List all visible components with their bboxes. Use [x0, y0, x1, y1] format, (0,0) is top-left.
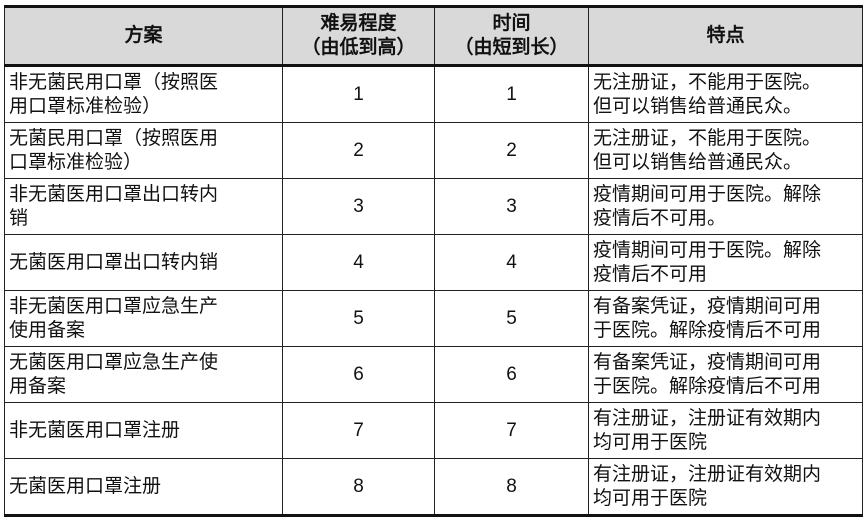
cell-difficulty: 2: [282, 122, 435, 179]
cell-time: 8: [434, 458, 589, 516]
cell-plan: 无菌医用口罩应急生产使 用备案: [4, 346, 283, 403]
table-row: 无菌医用口罩出口转内销 4 4 疫情期间可用于医院。解除 疫情后不可用: [4, 234, 863, 291]
cell-difficulty: 7: [282, 402, 435, 459]
cell-plan: 非无菌医用口罩注册: [4, 402, 283, 459]
cell-difficulty: 8: [282, 458, 435, 516]
header-plan: 方案: [4, 6, 283, 67]
cell-time: 6: [434, 346, 589, 403]
cell-difficulty: 5: [282, 290, 435, 347]
mask-plan-table: 方案 难易程度 （由低到高） 时间 （由短到长） 特点 非无菌民用口罩（按照医 …: [4, 5, 863, 517]
cell-plan: 非无菌医用口罩应急生产 使用备案: [4, 290, 283, 347]
cell-difficulty: 6: [282, 346, 435, 403]
table-row: 无菌医用口罩注册 8 8 有注册证，注册证有效期内 均可用于医院: [4, 458, 863, 516]
cell-time: 5: [434, 290, 589, 347]
cell-difficulty: 3: [282, 178, 435, 235]
cell-time: 3: [434, 178, 589, 235]
cell-feature: 有注册证，注册证有效期内 均可用于医院: [588, 402, 863, 459]
cell-time: 4: [434, 234, 589, 291]
header-difficulty: 难易程度 （由低到高）: [282, 6, 435, 67]
cell-time: 1: [434, 65, 589, 123]
cell-feature: 有备案凭证，疫情期间可用 于医院。解除疫情后不可用: [588, 346, 863, 403]
table-row: 无菌医用口罩应急生产使 用备案 6 6 有备案凭证，疫情期间可用 于医院。解除疫情后不…: [4, 346, 863, 403]
cell-feature: 疫情期间可用于医院。解除 疫情后不可用: [588, 234, 863, 291]
header-row: 方案 难易程度 （由低到高） 时间 （由短到长） 特点: [4, 6, 863, 67]
cell-feature: 无注册证，不能用于医院。 但可以销售给普通民众。: [588, 122, 863, 179]
cell-difficulty: 1: [282, 65, 435, 123]
table-row: 非无菌医用口罩出口转内 销 3 3 疫情期间可用于医院。解除 疫情后不可用。: [4, 178, 863, 235]
cell-time: 2: [434, 122, 589, 179]
cell-feature: 有备案凭证，疫情期间可用 于医院。解除疫情后不可用: [588, 290, 863, 347]
cell-plan: 无菌民用口罩（按照医用 口罩标准检验）: [4, 122, 283, 179]
cell-plan: 无菌医用口罩注册: [4, 458, 283, 516]
cell-feature: 疫情期间可用于医院。解除 疫情后不可用。: [588, 178, 863, 235]
table-row: 非无菌医用口罩应急生产 使用备案 5 5 有备案凭证，疫情期间可用 于医院。解除疫情后…: [4, 290, 863, 347]
cell-time: 7: [434, 402, 589, 459]
table-row: 非无菌医用口罩注册 7 7 有注册证，注册证有效期内 均可用于医院: [4, 402, 863, 459]
cell-plan: 无菌医用口罩出口转内销: [4, 234, 283, 291]
cell-plan: 非无菌医用口罩出口转内 销: [4, 178, 283, 235]
header-feature: 特点: [588, 6, 863, 67]
cell-feature: 有注册证，注册证有效期内 均可用于医院: [588, 458, 863, 516]
header-time: 时间 （由短到长）: [434, 6, 589, 67]
table-row: 非无菌民用口罩（按照医 用口罩标准检验） 1 1 无注册证，不能用于医院。 但可以销售…: [4, 65, 863, 123]
cell-plan: 非无菌民用口罩（按照医 用口罩标准检验）: [4, 65, 283, 123]
cell-feature: 无注册证，不能用于医院。 但可以销售给普通民众。: [588, 65, 863, 123]
table-row: 无菌民用口罩（按照医用 口罩标准检验） 2 2 无注册证，不能用于医院。 但可以销售给…: [4, 122, 863, 179]
cell-difficulty: 4: [282, 234, 435, 291]
